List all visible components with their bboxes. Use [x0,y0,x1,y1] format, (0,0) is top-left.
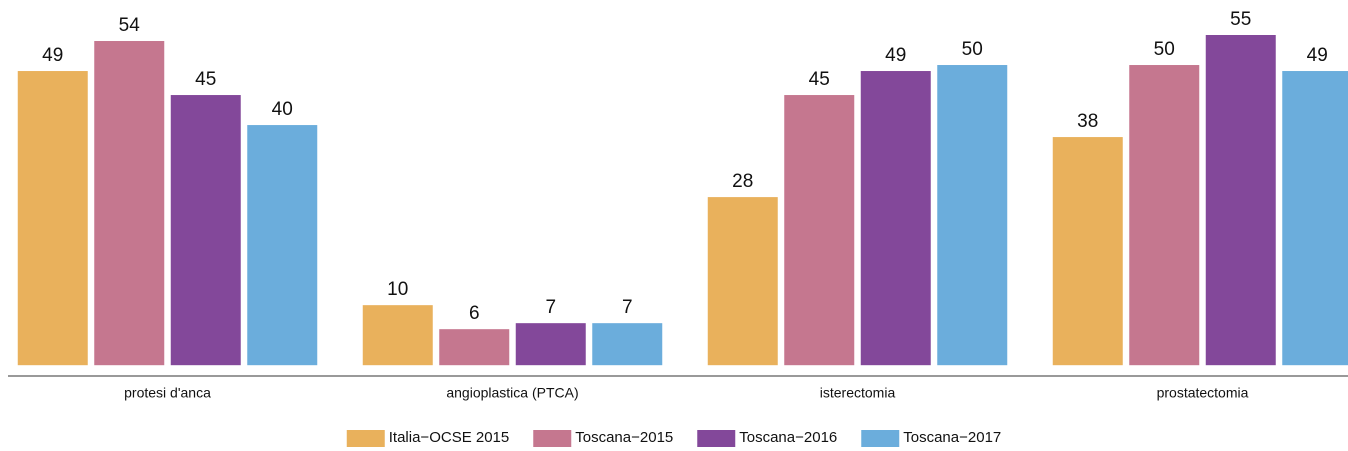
bar [247,125,318,366]
value-label: 49 [1307,45,1328,66]
value-label: 7 [622,297,633,318]
legend-label: Toscana−2015 [575,429,673,446]
legend-label: Toscana−2017 [903,429,1001,446]
bar [784,95,855,366]
value-label: 50 [1154,39,1175,60]
value-label: 6 [469,303,480,324]
bar [1052,137,1123,366]
x-tick-label: prostatectomia [1157,385,1249,401]
value-label: 40 [272,99,293,120]
value-label: 10 [387,279,408,300]
value-label: 49 [885,45,906,66]
value-label: 55 [1230,9,1251,30]
x-tick-label: protesi d'anca [124,385,211,401]
value-label: 50 [962,39,983,60]
bar [170,95,241,366]
legend-label: Toscana−2016 [739,429,837,446]
legend-swatch [346,430,385,447]
value-label: 54 [119,15,141,36]
bar [94,41,165,366]
x-tick-label: isterectomia [820,385,896,401]
legend-swatch [861,430,900,447]
legend-swatch [533,430,572,447]
bar [439,329,510,366]
legend: Italia−OCSE 2015 Toscana−2015 Toscana−2016… [346,429,1001,447]
legend-label: Italia−OCSE 2015 [389,429,510,446]
bar [17,71,88,366]
bar [937,65,1008,366]
bar [1205,35,1276,366]
bar [1282,71,1348,366]
value-label: 45 [809,69,830,90]
value-label: 45 [195,69,216,90]
bar [707,197,778,366]
value-label: 49 [42,45,63,66]
bar [860,71,931,366]
value-label: 28 [732,171,753,192]
bar [515,323,586,366]
value-label: 7 [545,297,556,318]
x-tick-label: angioplastica (PTCA) [446,385,578,401]
bar [592,323,663,366]
value-label: 38 [1077,111,1098,132]
legend-swatch [697,430,736,447]
bar [1129,65,1200,366]
bar [362,305,433,366]
